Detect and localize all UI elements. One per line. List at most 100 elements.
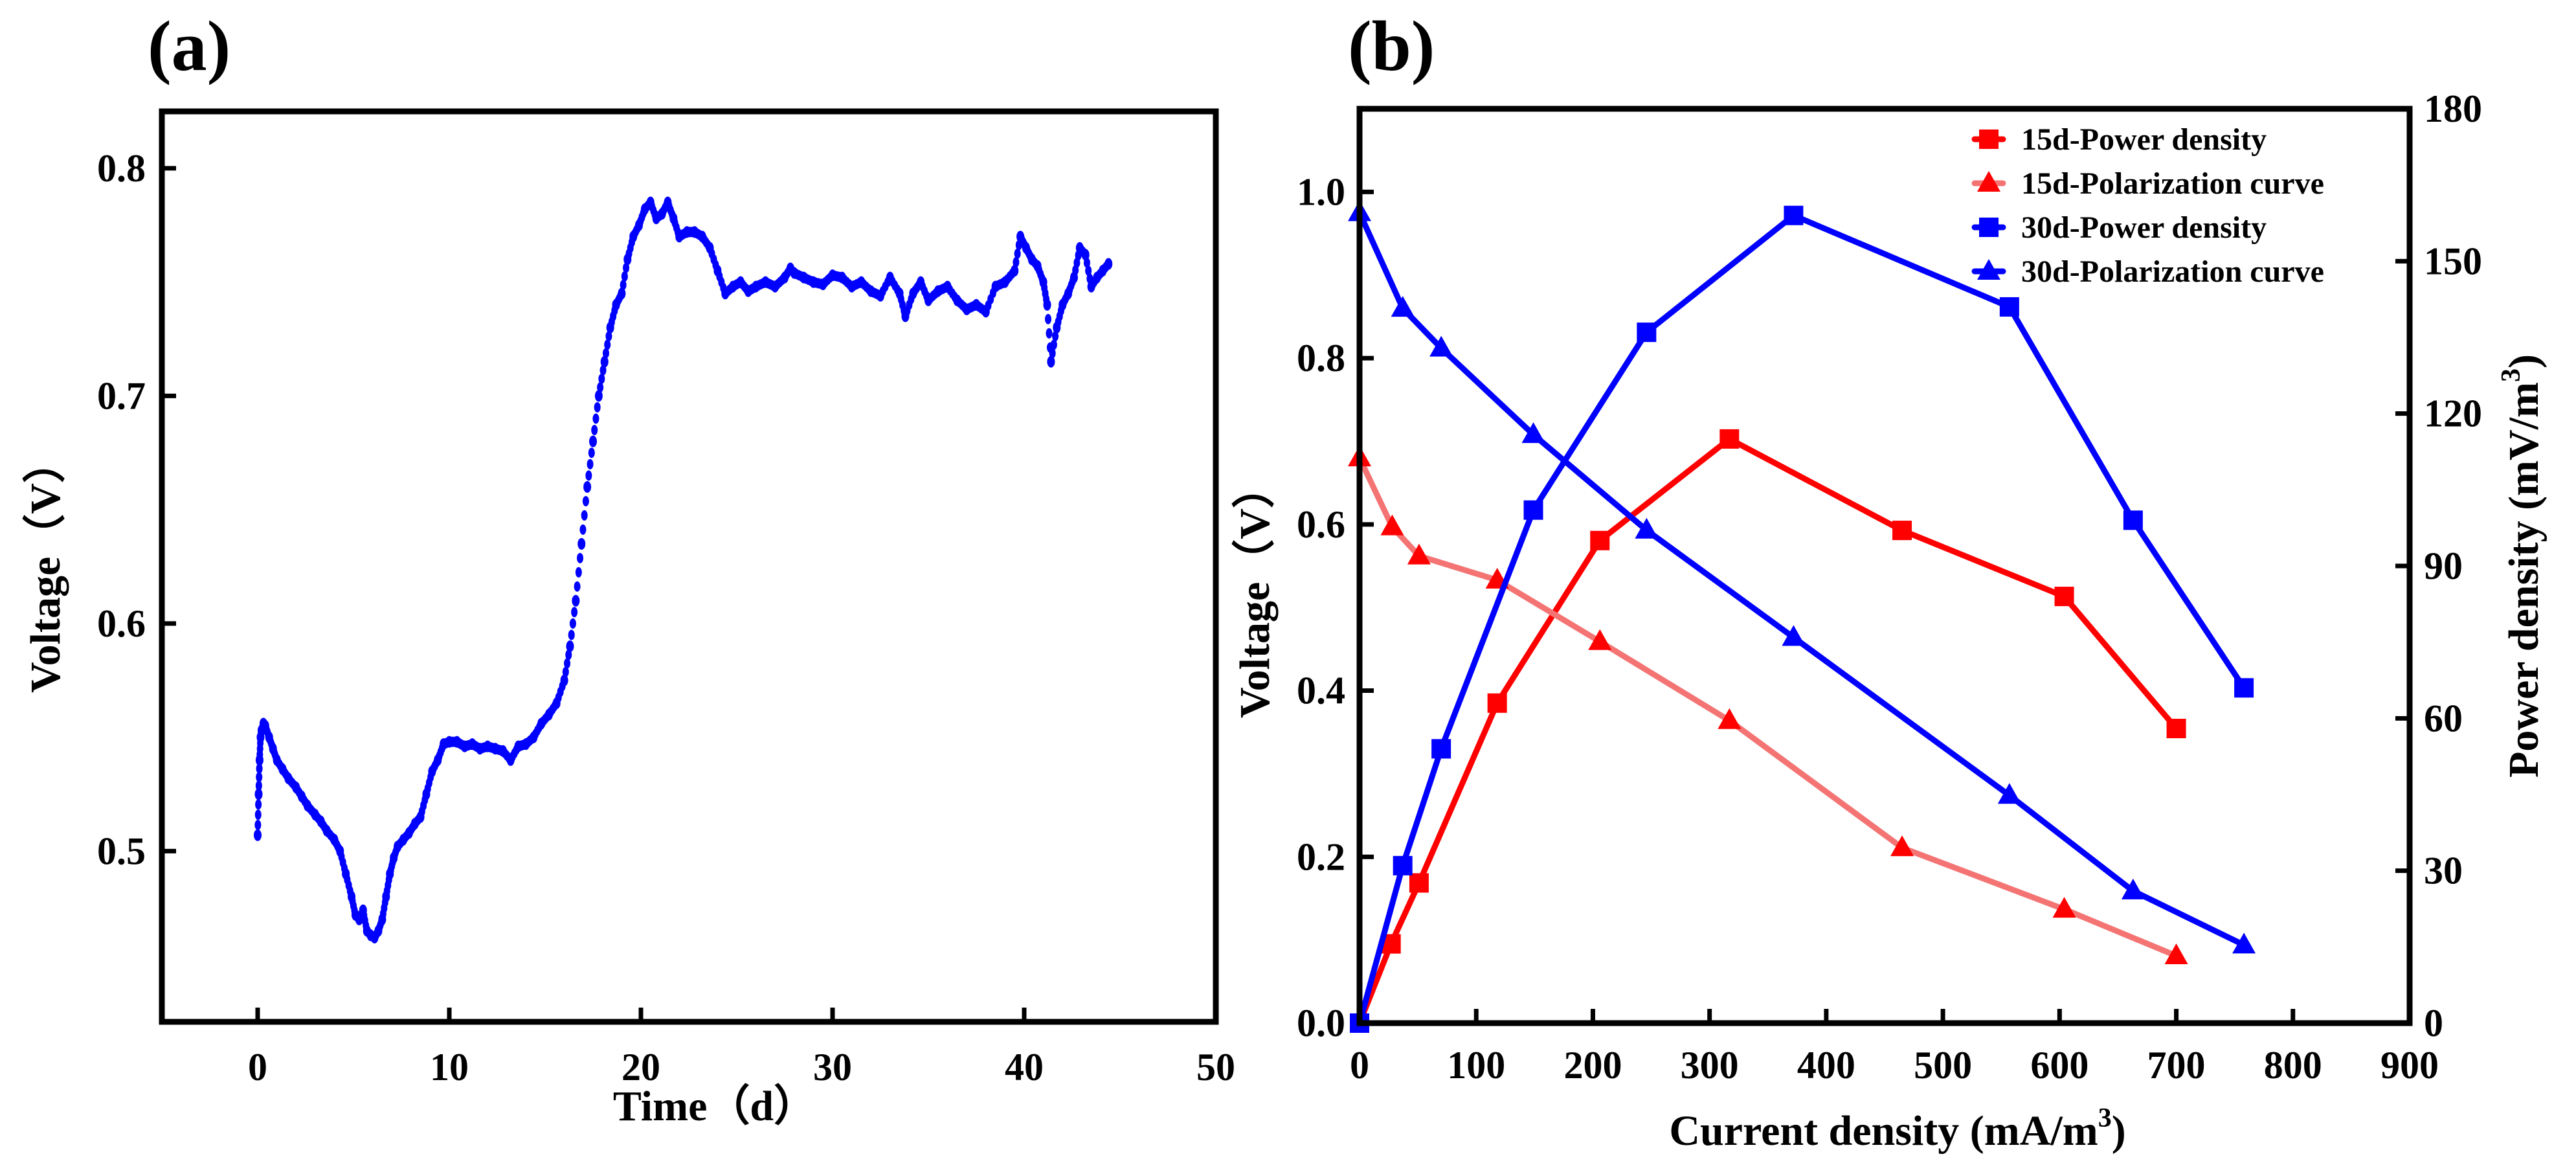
voltage-point-interp (254, 809, 262, 820)
y2-axis-title-end: ) (2500, 354, 2548, 368)
y-axis-ticks-b-left: 0.0 0.2 0.4 0.6 0.8 1.0 (1297, 170, 1374, 1044)
y-tick-label: 0.0 (1297, 1002, 1345, 1044)
voltage-point-interp (621, 271, 628, 282)
data-point-square (1393, 855, 1413, 875)
voltage-point-interp (564, 658, 571, 669)
voltage-point-interp (591, 425, 598, 436)
legend-item: 15d-Polarization curve (1971, 166, 2324, 201)
voltage-point-interp (623, 262, 630, 273)
data-point-square (2054, 587, 2074, 607)
data-point-square (1590, 530, 1610, 550)
voltage-point-interp (1083, 257, 1090, 268)
y-axis-title-b-right: Power density (mV/m3) (2496, 354, 2548, 778)
voltage-point-interp (588, 447, 595, 458)
series-line (1356, 436, 2180, 1026)
polarization-power-series (1348, 200, 2256, 1033)
y2-tick-label: 60 (2424, 697, 2463, 739)
data-point-square (2166, 719, 2186, 739)
x-tick-label: 900 (2380, 1044, 2439, 1087)
voltage-point-interp (599, 365, 607, 376)
x-tick-label: 40 (1005, 1046, 1044, 1089)
legend: 15d-Power density 15d-Polarization curve 3… (1971, 122, 2324, 289)
x-tick-label: 300 (1681, 1044, 1739, 1087)
x-tick-label: 500 (1914, 1044, 1972, 1087)
voltage-point-interp (581, 510, 588, 521)
voltage-point (1043, 299, 1051, 311)
panel-a-voltage-vs-time: (a) 0 10 20 30 40 50 0.5 0.6 0.7 0.8 Time（d） Vol… (21, 6, 1235, 1130)
data-point-square (1999, 297, 2019, 317)
voltage-point-interp (568, 629, 575, 640)
voltage-point-interp (604, 339, 611, 350)
y2-tick-label: 30 (2424, 850, 2463, 892)
data-point-square (1784, 205, 1804, 225)
series-line (1356, 455, 2180, 959)
data-point-triangle (1380, 514, 1404, 536)
voltage-point-interp (579, 524, 587, 535)
data-point-triangle (1718, 708, 1742, 729)
voltage-point-interp (1050, 339, 1057, 350)
panel-label-a: (a) (148, 6, 230, 85)
voltage-point-interp (602, 348, 609, 359)
x-axis-title-b: Current density (mA/m3) (1669, 1103, 2125, 1155)
data-point-triangle (2052, 897, 2076, 918)
voltage-point (1047, 356, 1055, 368)
data-point-square (2123, 510, 2143, 530)
y2-axis-title-text: Power density (mV/m (2500, 382, 2548, 778)
voltage-scatter-series (254, 196, 1113, 943)
panel-b-polarization-power: (b) 0 100 200 300 400 500 600 700 800 900 0.00.20… (1231, 6, 2548, 1155)
voltage-point (618, 288, 626, 300)
y-tick-label: 0.4 (1297, 670, 1345, 712)
voltage-point-interp (582, 495, 589, 506)
legend-item: 30d-Power density (1971, 210, 2267, 245)
x-tick-label: 0 (248, 1046, 267, 1089)
y-tick-label: 0.2 (1297, 835, 1345, 878)
x-axis-title-b-text: Current density (mA/m (1669, 1107, 2098, 1155)
voltage-point-interp (585, 470, 592, 481)
legend-label: 15d-Polarization curve (2021, 166, 2324, 201)
y-tick-label: 1.0 (1297, 170, 1345, 213)
y2-tick-label: 150 (2424, 240, 2482, 282)
y-axis-ticks-a: 0.5 0.6 0.7 0.8 (97, 147, 176, 872)
voltage-point-interp (620, 280, 627, 291)
data-point-square (1523, 500, 1543, 520)
data-point-triangle (1588, 629, 1612, 650)
voltage-point-interp (256, 772, 263, 783)
legend-marker-triangle (1977, 171, 2000, 192)
voltage-point (583, 480, 592, 493)
x-axis-ticks-a: 0 10 20 30 40 50 (248, 1008, 1235, 1089)
x-tick-label: 20 (622, 1046, 660, 1089)
voltage-point (254, 788, 263, 800)
y-axis-ticks-b-right: 0 30 60 90 120 150 180 (2395, 87, 2482, 1044)
data-point-triangle (2164, 943, 2188, 965)
data-point-triangle (1521, 422, 1545, 444)
data-point-square (1719, 429, 1740, 449)
voltage-point-interp (594, 401, 601, 412)
series-30d-polarization-curve (1348, 200, 2256, 954)
y-tick-label: 0.6 (97, 602, 146, 645)
data-point-triangle (1635, 517, 1659, 539)
y2-tick-label: 0 (2424, 1002, 2443, 1044)
y-tick-label: 0.8 (97, 147, 146, 190)
y-axis-title-a: Voltage（V） (21, 440, 69, 693)
voltage-point-interp (254, 819, 262, 830)
x-axis-title-b-end: ) (2112, 1107, 2126, 1155)
x-tick-label: 200 (1563, 1044, 1622, 1087)
plot-frame-a (159, 108, 1219, 1025)
data-point-triangle (2232, 932, 2256, 954)
x-tick-label: 600 (2030, 1044, 2089, 1087)
data-point-square (1431, 739, 1451, 759)
y-tick-label: 0.6 (1297, 503, 1345, 546)
voltage-point-interp (1014, 248, 1021, 259)
y-tick-label: 0.7 (97, 374, 146, 417)
series-30d-power-density (1350, 205, 2254, 1033)
y2-axis-title-superscript: 3 (2496, 368, 2526, 382)
plot-frame-b (1356, 106, 2413, 1026)
x-axis-title-a: Time（d） (613, 1082, 816, 1130)
data-point-triangle (1407, 543, 1431, 565)
legend-marker-triangle (1977, 259, 2000, 280)
data-point-triangle (1890, 835, 1914, 857)
voltage-point-interp (255, 799, 262, 810)
voltage-point-interp (577, 552, 584, 563)
voltage-point-interp (1013, 256, 1020, 267)
voltage-point-interp (256, 763, 263, 774)
